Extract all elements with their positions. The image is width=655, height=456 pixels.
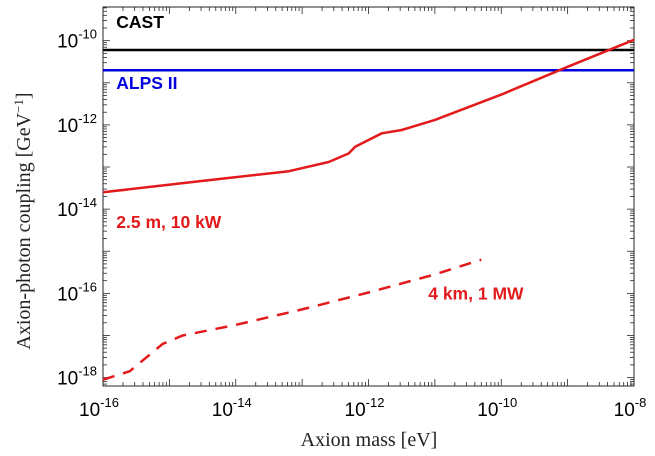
x-tick-label: 10-16: [79, 395, 119, 421]
y-axis-title-end: ]: [13, 92, 35, 99]
x-tick-base: 10: [477, 400, 498, 421]
y-axis-title: Axion-photon coupling [GeV−1]: [11, 92, 35, 349]
plot-frame: [102, 6, 635, 387]
y-tick-label: 10-16: [57, 279, 97, 305]
y-tick-label: 10-14: [57, 195, 97, 221]
y-tick-base: 10: [57, 32, 78, 53]
series-line-2-5-m-10-kw: [102, 38, 635, 194]
x-tick-exponent: -14: [233, 395, 252, 410]
x-tick-exponent: -16: [100, 395, 119, 410]
series-layer: [102, 38, 635, 381]
y-tick-exponent: -16: [78, 279, 97, 294]
y-tick-base: 10: [57, 369, 78, 390]
x-tick-label: 10-10: [477, 395, 517, 421]
y-tick-exponent: -18: [78, 364, 97, 379]
y-tick-exponent: -12: [78, 111, 97, 126]
series-annotation: ALPS II: [116, 73, 177, 93]
x-tick-label: 10-8: [614, 395, 647, 421]
plot-area: [102, 6, 635, 387]
annotation-layer: CAST ALPS II 2.5 m, 10 kW 4 km, 1 MW: [116, 12, 524, 304]
x-tick-exponent: -12: [366, 395, 385, 410]
y-tick-label: 10-10: [57, 27, 97, 53]
y-tick-base: 10: [57, 284, 78, 305]
y-tick-base: 10: [57, 200, 78, 221]
x-tick-label: 10-14: [212, 395, 252, 421]
x-tick-base: 10: [79, 400, 100, 421]
series-line-4-km-1-mw: [102, 258, 482, 381]
x-axis-title: Axion mass [eV]: [301, 429, 438, 451]
x-tick-exponent: -10: [498, 395, 517, 410]
y-tick-label: 10-12: [57, 111, 97, 137]
x-tick-base: 10: [212, 400, 233, 421]
series-annotation: CAST: [116, 12, 164, 32]
y-tick-exponent: -10: [78, 27, 97, 42]
y-tick-exponent: -14: [78, 195, 97, 210]
x-tick-base: 10: [614, 400, 635, 421]
x-tick-exponent: -8: [635, 395, 647, 410]
y-tick-base: 10: [57, 116, 78, 137]
x-tick-base: 10: [345, 400, 366, 421]
y-tick-label: 10-18: [57, 364, 97, 390]
y-axis-title-sup: −1: [11, 99, 26, 113]
series-annotation: 2.5 m, 10 kW: [116, 212, 222, 232]
y-axis-title-main: Axion-photon coupling [GeV: [13, 112, 35, 349]
x-tick-label: 10-12: [345, 395, 385, 421]
series-annotation: 4 km, 1 MW: [428, 284, 524, 304]
